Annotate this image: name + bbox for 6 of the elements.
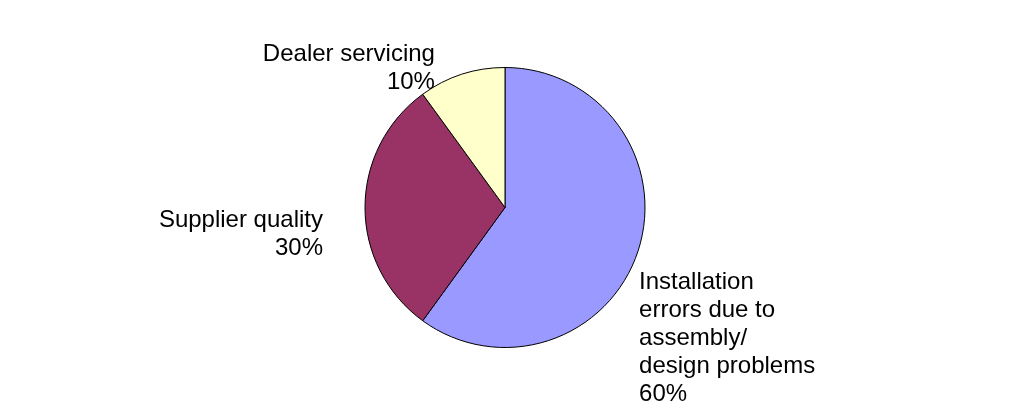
- data-label: 10%: [386, 66, 435, 94]
- slice-label: Dealer servicing: [262, 38, 435, 66]
- slice-label: Supplier quality: [158, 205, 323, 232]
- slice-label: Installation errors due to assembly/ design problems: [639, 267, 816, 379]
- data-label: 60%: [639, 379, 688, 407]
- data-label: 30%: [274, 233, 323, 260]
